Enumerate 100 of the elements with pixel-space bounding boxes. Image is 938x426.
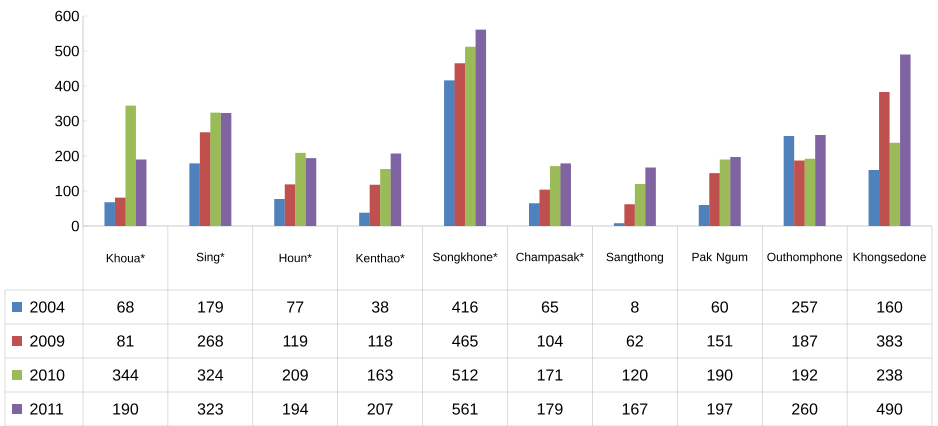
bar xyxy=(624,204,635,226)
bar xyxy=(220,112,232,226)
bar xyxy=(476,30,486,226)
data-label: 104 xyxy=(538,335,563,347)
y-tick-label: 300 xyxy=(55,116,79,126)
legend-label: 2004 xyxy=(30,301,65,313)
data-label: 119 xyxy=(284,335,308,347)
data-label: 38 xyxy=(372,301,388,313)
x-tick-label: Sing* xyxy=(196,252,224,264)
data-label: 260 xyxy=(792,403,818,415)
data-label: 192 xyxy=(792,369,818,381)
bar xyxy=(390,154,402,226)
bar xyxy=(868,170,880,226)
bar xyxy=(720,159,730,226)
data-label: 160 xyxy=(877,301,902,313)
x-tick-label: Pak Ngum xyxy=(692,252,748,264)
x-tick-label: Khoua* xyxy=(106,254,145,262)
data-label: 81 xyxy=(117,335,134,347)
bar xyxy=(804,158,816,226)
bar xyxy=(284,184,296,226)
bar xyxy=(784,136,794,226)
bar xyxy=(794,160,805,226)
y-tick-label: 600 xyxy=(55,10,79,22)
bar xyxy=(380,168,391,226)
x-tick-label: Khongsedone xyxy=(854,252,926,264)
data-label: 163 xyxy=(368,369,393,381)
data-label: 257 xyxy=(792,301,818,313)
x-tick-label: Outhomphone xyxy=(767,252,842,264)
y-tick-label: 500 xyxy=(55,46,79,56)
bar xyxy=(359,212,370,226)
bar xyxy=(114,198,126,226)
bar xyxy=(104,202,115,226)
data-label: 68 xyxy=(117,301,134,313)
bar xyxy=(274,199,285,226)
data-label: 62 xyxy=(626,335,643,347)
bar xyxy=(730,157,741,226)
bar xyxy=(454,63,466,226)
bar xyxy=(550,166,560,226)
bar xyxy=(444,80,455,226)
bar xyxy=(136,159,146,226)
legend-label: 2009 xyxy=(30,335,64,347)
data-label: 167 xyxy=(622,403,648,415)
bar xyxy=(698,204,710,226)
y-tick-label: 400 xyxy=(54,80,79,92)
data-label: 171 xyxy=(538,370,562,380)
bar xyxy=(125,106,136,226)
bar xyxy=(614,223,624,226)
bar xyxy=(465,46,476,226)
data-label: 238 xyxy=(877,369,902,381)
bar xyxy=(210,112,221,226)
x-tick-label: Kenthao* xyxy=(356,254,405,262)
data-label: 344 xyxy=(112,369,138,381)
data-label: 197 xyxy=(708,403,732,415)
data-label: 324 xyxy=(198,369,224,381)
bar xyxy=(890,142,900,226)
y-tick-label: 100 xyxy=(56,186,79,196)
bar xyxy=(189,163,200,226)
data-label: 190 xyxy=(113,403,138,415)
bar xyxy=(528,203,540,226)
data-label: 383 xyxy=(876,335,902,347)
x-tick-label: Champasak* xyxy=(516,252,584,264)
data-label: 209 xyxy=(282,369,308,381)
bar xyxy=(539,190,550,226)
bar xyxy=(645,168,656,226)
bar xyxy=(370,184,380,226)
bar xyxy=(306,158,316,226)
bar xyxy=(815,135,826,226)
data-label: 512 xyxy=(452,369,478,381)
bar xyxy=(295,152,306,226)
bar xyxy=(879,92,890,226)
data-label: 179 xyxy=(538,403,562,415)
data-label: 323 xyxy=(198,403,223,415)
data-label: 8 xyxy=(631,301,639,313)
data-label: 465 xyxy=(452,335,478,347)
data-label: 194 xyxy=(283,403,308,415)
x-tick-label: Sangthong xyxy=(606,252,663,264)
data-label: 190 xyxy=(708,369,732,381)
data-label: 60 xyxy=(712,301,728,313)
bar xyxy=(634,184,646,226)
data-label: 416 xyxy=(452,301,478,313)
bar xyxy=(560,163,571,226)
data-label: 65 xyxy=(542,301,558,313)
data-label: 118 xyxy=(368,335,392,347)
legend-label: 2011 xyxy=(30,403,64,415)
legend-label: 2010 xyxy=(30,369,64,381)
data-label: 77 xyxy=(287,302,304,312)
y-tick-label: 0 xyxy=(72,220,79,232)
data-label: 207 xyxy=(368,403,393,415)
x-tick-label: Songkhone* xyxy=(433,252,498,264)
x-tick-label: Houn* xyxy=(280,254,312,262)
data-label: 561 xyxy=(452,403,478,415)
bar xyxy=(200,132,210,226)
data-label: 179 xyxy=(198,301,223,313)
data-label: 187 xyxy=(792,335,818,347)
y-tick-label: 200 xyxy=(55,150,79,162)
data-label: 120 xyxy=(622,369,648,381)
data-label: 490 xyxy=(876,403,902,415)
bar xyxy=(900,54,911,226)
bar xyxy=(709,173,720,226)
data-label: 151 xyxy=(708,335,732,347)
